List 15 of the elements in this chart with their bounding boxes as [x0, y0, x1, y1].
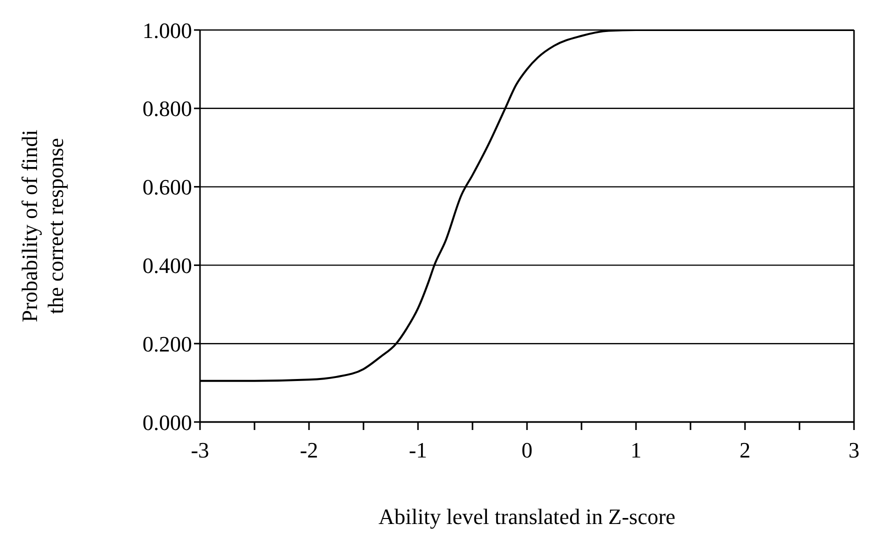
y-tick-label: 1.000	[142, 18, 192, 43]
y-tick-label: 0.400	[142, 253, 192, 278]
y-axis-title: Probability of of findi the correct response	[17, 130, 68, 322]
y-tick-label: 0.800	[142, 96, 192, 122]
x-tick-label: 2	[740, 438, 750, 463]
x-axis-title: Ability level translated in Z-score	[378, 504, 676, 529]
y-tick-label: 0.600	[142, 174, 192, 200]
x-tick-label: -1	[408, 438, 428, 463]
y-tick-label: 0.200	[142, 331, 192, 356]
y-tick-label: 0.000	[142, 410, 192, 435]
x-tick-label: 0	[522, 438, 532, 463]
x-tick-label: 3	[848, 438, 860, 463]
x-tick-label: -2	[300, 438, 318, 463]
x-tick-label: -3	[190, 438, 210, 463]
x-tick-label: 1	[630, 438, 642, 463]
